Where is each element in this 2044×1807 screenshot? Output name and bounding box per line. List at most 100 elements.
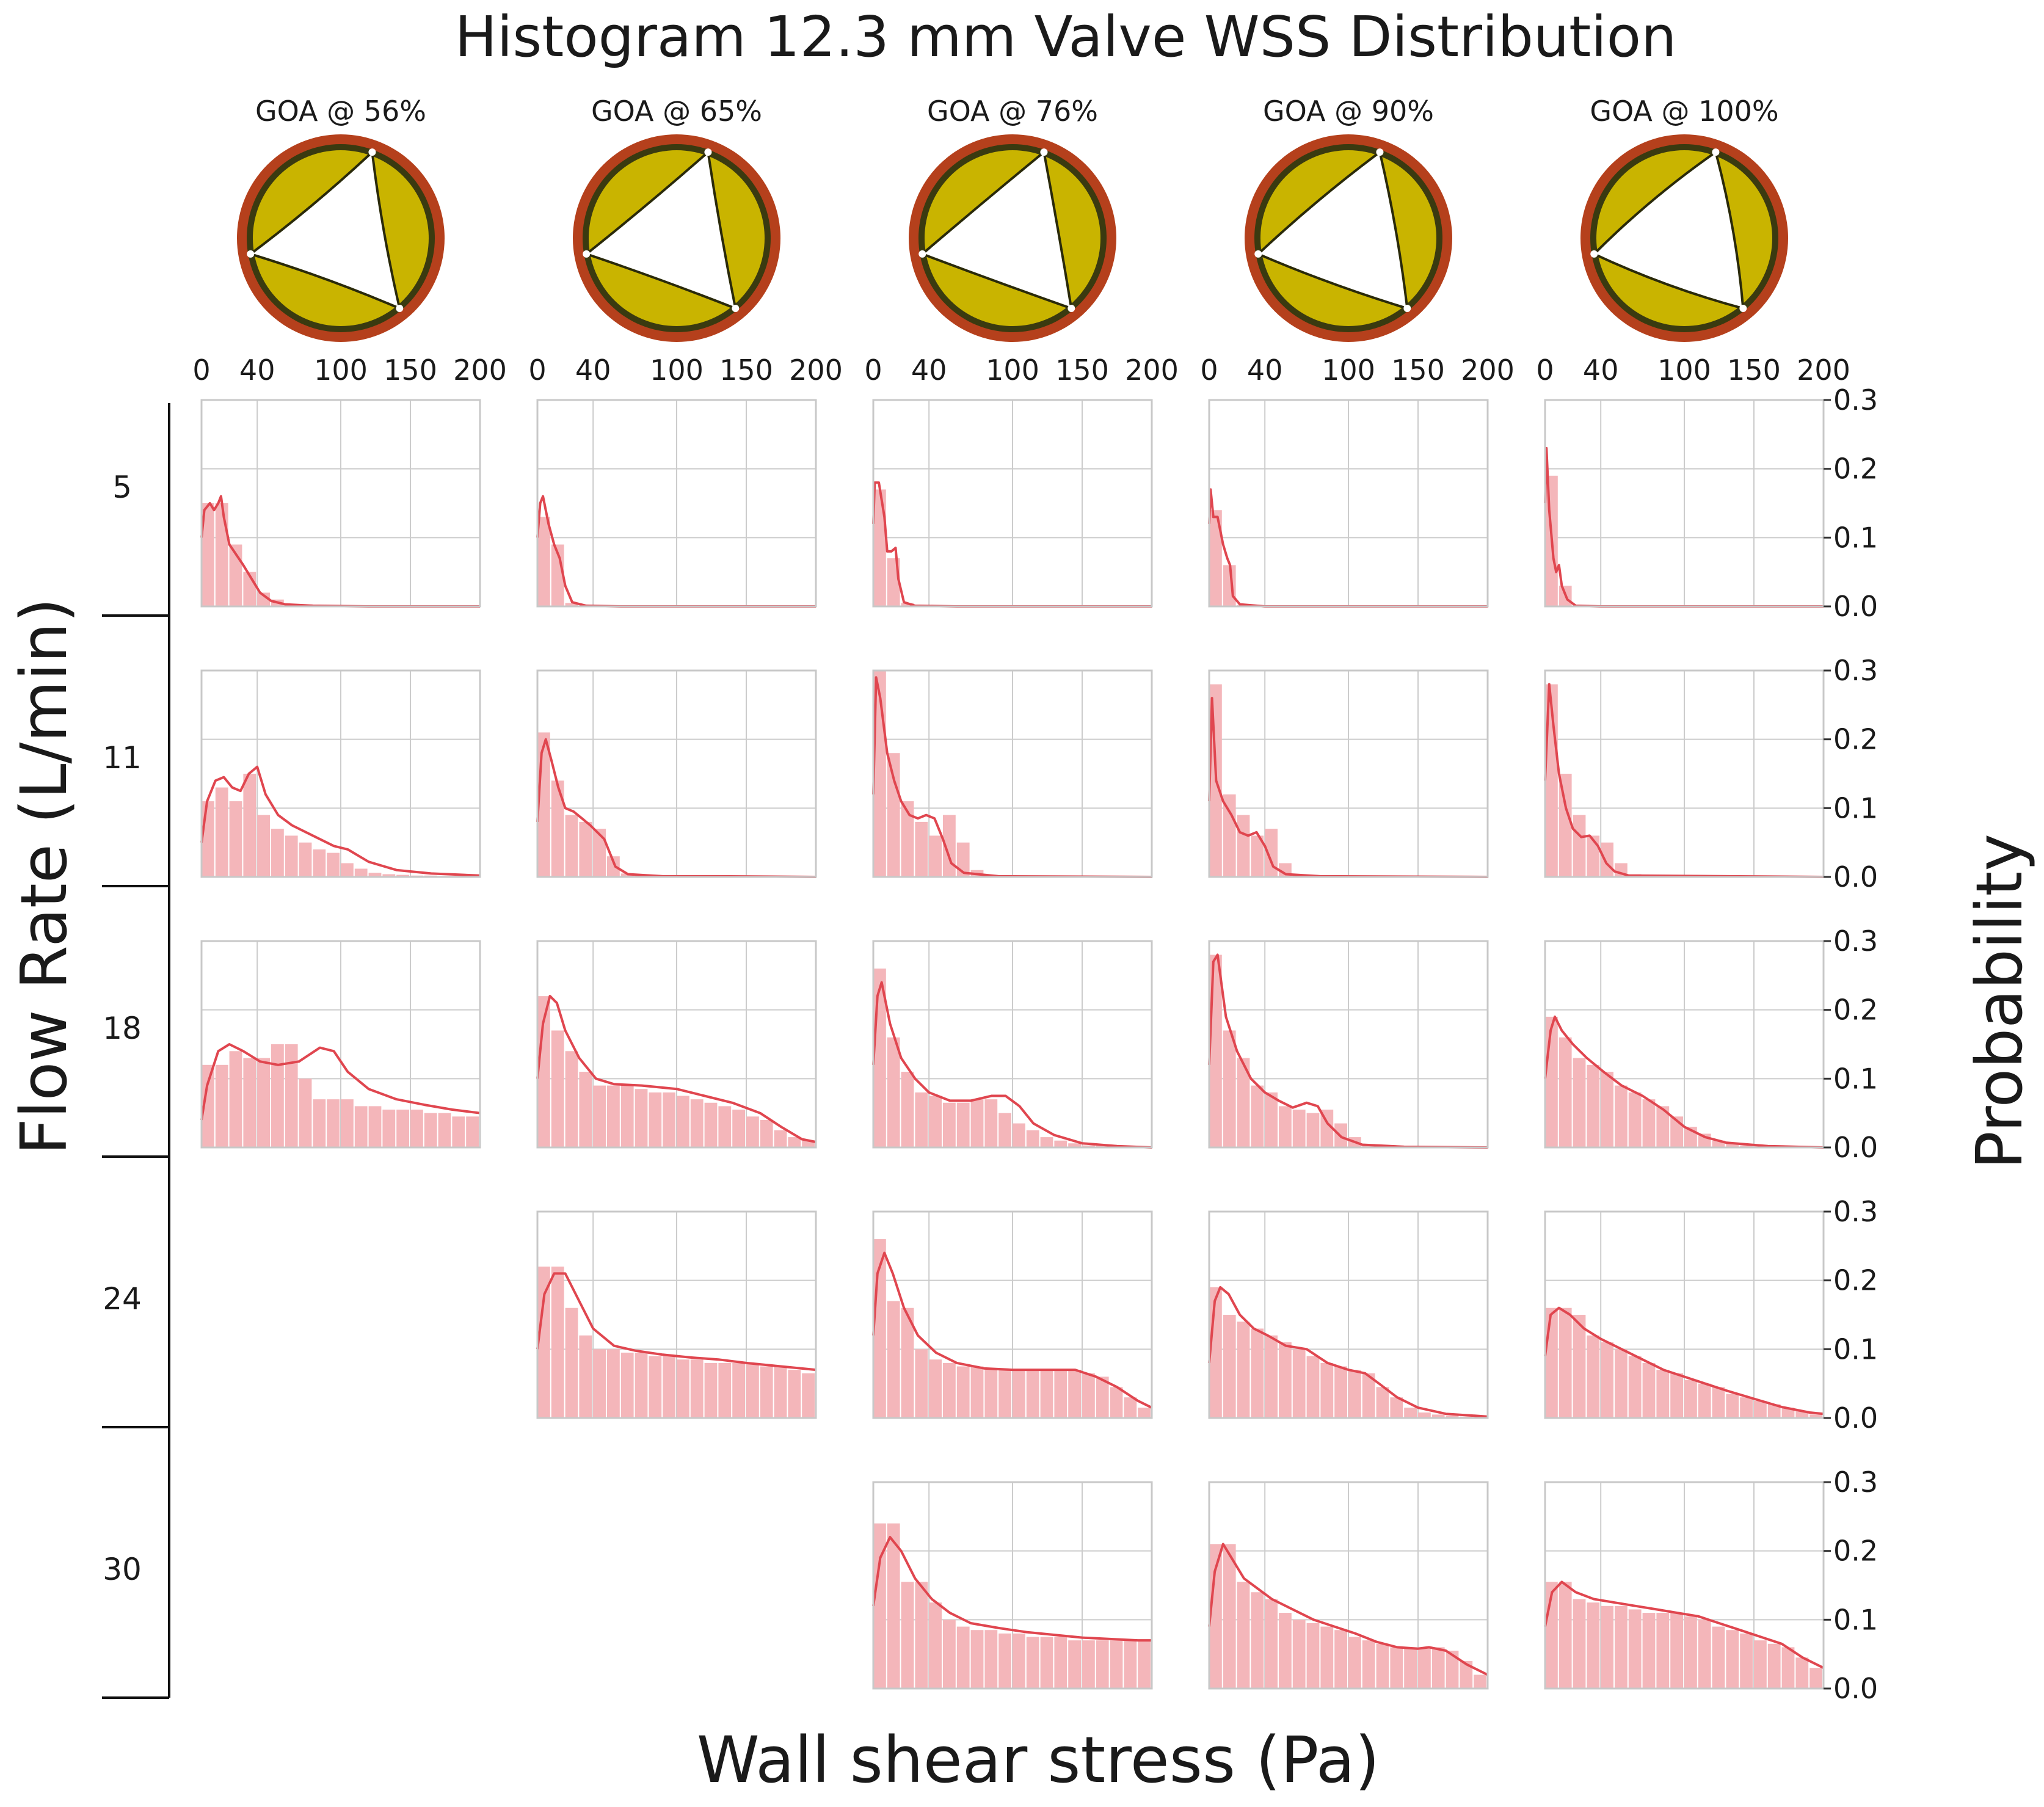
y-tick-label: 0.0 bbox=[1833, 1672, 1878, 1705]
histogram-bar bbox=[1795, 1657, 1809, 1689]
histogram-bar bbox=[257, 815, 270, 877]
histogram-bar bbox=[1237, 1058, 1250, 1147]
histogram-bar bbox=[1306, 1623, 1320, 1689]
histogram-bar bbox=[1558, 774, 1572, 877]
histogram-bar bbox=[215, 503, 228, 606]
commissure-dot bbox=[1403, 304, 1411, 312]
histogram-bar bbox=[607, 1085, 620, 1147]
histogram-bar bbox=[887, 1301, 900, 1418]
panel-frame bbox=[1544, 940, 1825, 1149]
commissure-dot bbox=[1067, 304, 1075, 312]
kde-line bbox=[872, 1536, 1152, 1642]
histogram-bar bbox=[915, 1582, 928, 1689]
row-label: 18 bbox=[103, 1011, 142, 1046]
x-tick-label: 0 bbox=[1536, 354, 1554, 387]
histogram-bar bbox=[1138, 1408, 1151, 1418]
histogram-bar bbox=[341, 863, 354, 877]
histogram-bar bbox=[718, 1106, 732, 1147]
histogram-bar bbox=[313, 1099, 326, 1147]
histogram-bar bbox=[1223, 1030, 1236, 1147]
x-tick-label: 200 bbox=[1797, 354, 1850, 387]
x-tick-label: 150 bbox=[1727, 354, 1781, 387]
histogram-bar bbox=[732, 1110, 745, 1147]
histogram-panel bbox=[1208, 1481, 1489, 1690]
histogram-panel bbox=[1208, 940, 1489, 1149]
histogram-panel bbox=[1544, 1481, 1825, 1690]
histogram-bar bbox=[929, 1096, 942, 1147]
kde-line bbox=[1544, 1015, 1824, 1149]
histogram-bar bbox=[1209, 1544, 1222, 1689]
histogram-bar bbox=[956, 1366, 970, 1418]
histogram-bar bbox=[593, 1085, 606, 1147]
histogram-bar bbox=[1223, 1315, 1236, 1418]
histogram-panel bbox=[872, 940, 1153, 1149]
commissure-dot bbox=[1376, 148, 1384, 156]
histogram-bar bbox=[327, 1099, 340, 1147]
histogram-bar bbox=[1237, 1322, 1250, 1418]
x-tick-label: 0 bbox=[528, 354, 546, 387]
panel-frame bbox=[872, 669, 1153, 878]
histogram-bar bbox=[1698, 1383, 1711, 1418]
histogram-bar bbox=[1390, 1397, 1403, 1418]
kde-line bbox=[1544, 1580, 1824, 1669]
valve-orifice bbox=[1256, 150, 1409, 310]
histogram-bar bbox=[396, 874, 409, 877]
histogram-bar bbox=[466, 1116, 479, 1147]
histogram-bar bbox=[1334, 1366, 1347, 1418]
x-tick-label: 40 bbox=[1247, 354, 1283, 387]
histogram-bar bbox=[1390, 1647, 1403, 1689]
histogram-bar bbox=[243, 774, 256, 877]
histogram-bar bbox=[1642, 1099, 1656, 1147]
kde-line bbox=[1208, 488, 1488, 608]
histogram-bar bbox=[299, 1078, 312, 1147]
histogram-bar bbox=[1754, 1400, 1767, 1418]
histogram-panel bbox=[872, 669, 1153, 878]
panel-frame bbox=[536, 669, 817, 878]
panel-frame bbox=[1208, 399, 1489, 608]
y-tick-label: 0.0 bbox=[1833, 1402, 1878, 1434]
histogram-bar bbox=[215, 787, 228, 877]
histogram-bar bbox=[873, 489, 886, 606]
commissure-dot bbox=[1254, 250, 1262, 258]
y-tick-label: 0.2 bbox=[1833, 1535, 1878, 1568]
histogram-bar bbox=[802, 1140, 815, 1147]
histogram-bar bbox=[243, 1058, 256, 1147]
histogram-bar bbox=[1656, 1370, 1670, 1418]
x-tick-label: 100 bbox=[314, 354, 368, 387]
histogram-bar bbox=[593, 829, 606, 877]
histogram-bar bbox=[998, 1113, 1011, 1147]
panel-frame bbox=[872, 1481, 1153, 1690]
histogram-bar bbox=[1223, 794, 1236, 877]
histogram-bar bbox=[1068, 1143, 1081, 1147]
x-tick-label: 40 bbox=[911, 354, 947, 387]
histogram-bar bbox=[1110, 1387, 1123, 1418]
kde-line bbox=[1208, 1285, 1488, 1418]
commissure-dot bbox=[368, 148, 376, 156]
histogram-bar bbox=[1040, 1137, 1053, 1147]
histogram-bar bbox=[1082, 1373, 1095, 1418]
histogram-bar bbox=[915, 821, 928, 877]
kde-line bbox=[1208, 953, 1488, 1149]
histogram-bar bbox=[1054, 1140, 1067, 1147]
histogram-bar bbox=[1068, 1370, 1081, 1418]
y-tick-label: 0.2 bbox=[1833, 1264, 1878, 1297]
histogram-bar bbox=[1767, 1643, 1781, 1689]
histogram-bar bbox=[1587, 1335, 1600, 1418]
column-headers: GOA @ 56% 0 40 100 150 200 GOA @ 65% 0 40 100 150 2… bbox=[192, 95, 1850, 387]
histogram-bar bbox=[1587, 835, 1600, 877]
histogram-bar bbox=[1474, 1674, 1486, 1689]
histogram-bar bbox=[1096, 1376, 1109, 1418]
histogram-bar bbox=[1601, 1072, 1613, 1147]
histogram-panel bbox=[872, 1481, 1153, 1690]
histogram-bar bbox=[1460, 1660, 1473, 1689]
histogram-bar bbox=[257, 1058, 270, 1147]
histogram-bar bbox=[998, 1370, 1011, 1418]
panel-frame bbox=[872, 940, 1153, 1149]
histogram-bar bbox=[1209, 954, 1222, 1147]
histogram-bar bbox=[760, 1366, 773, 1418]
histogram-panel bbox=[872, 399, 1153, 608]
histogram-bar bbox=[1320, 1626, 1334, 1689]
histogram-bar bbox=[368, 873, 382, 877]
y-tick-label: 0.2 bbox=[1833, 723, 1878, 756]
